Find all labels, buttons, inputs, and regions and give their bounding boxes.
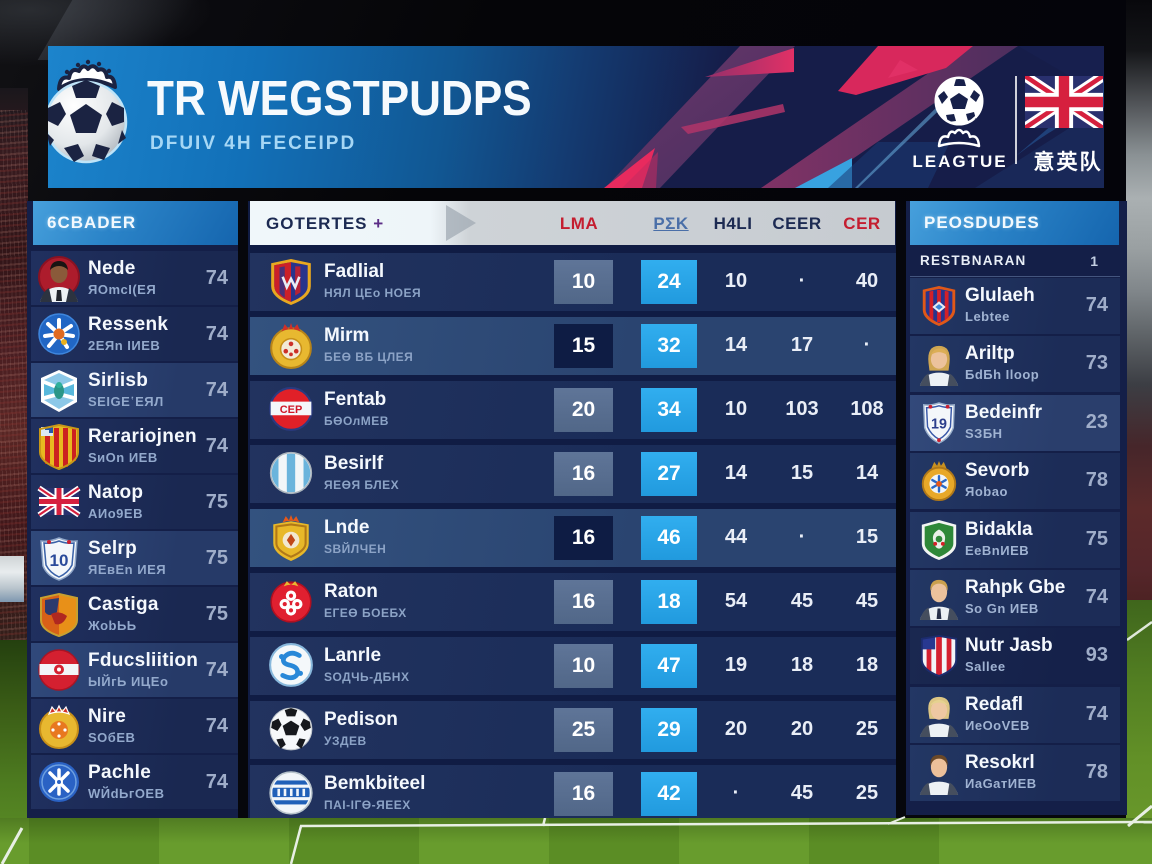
svg-text:10: 10 bbox=[50, 551, 69, 570]
svg-text:CEP: CEP bbox=[280, 404, 303, 416]
svg-text:19: 19 bbox=[931, 417, 947, 433]
